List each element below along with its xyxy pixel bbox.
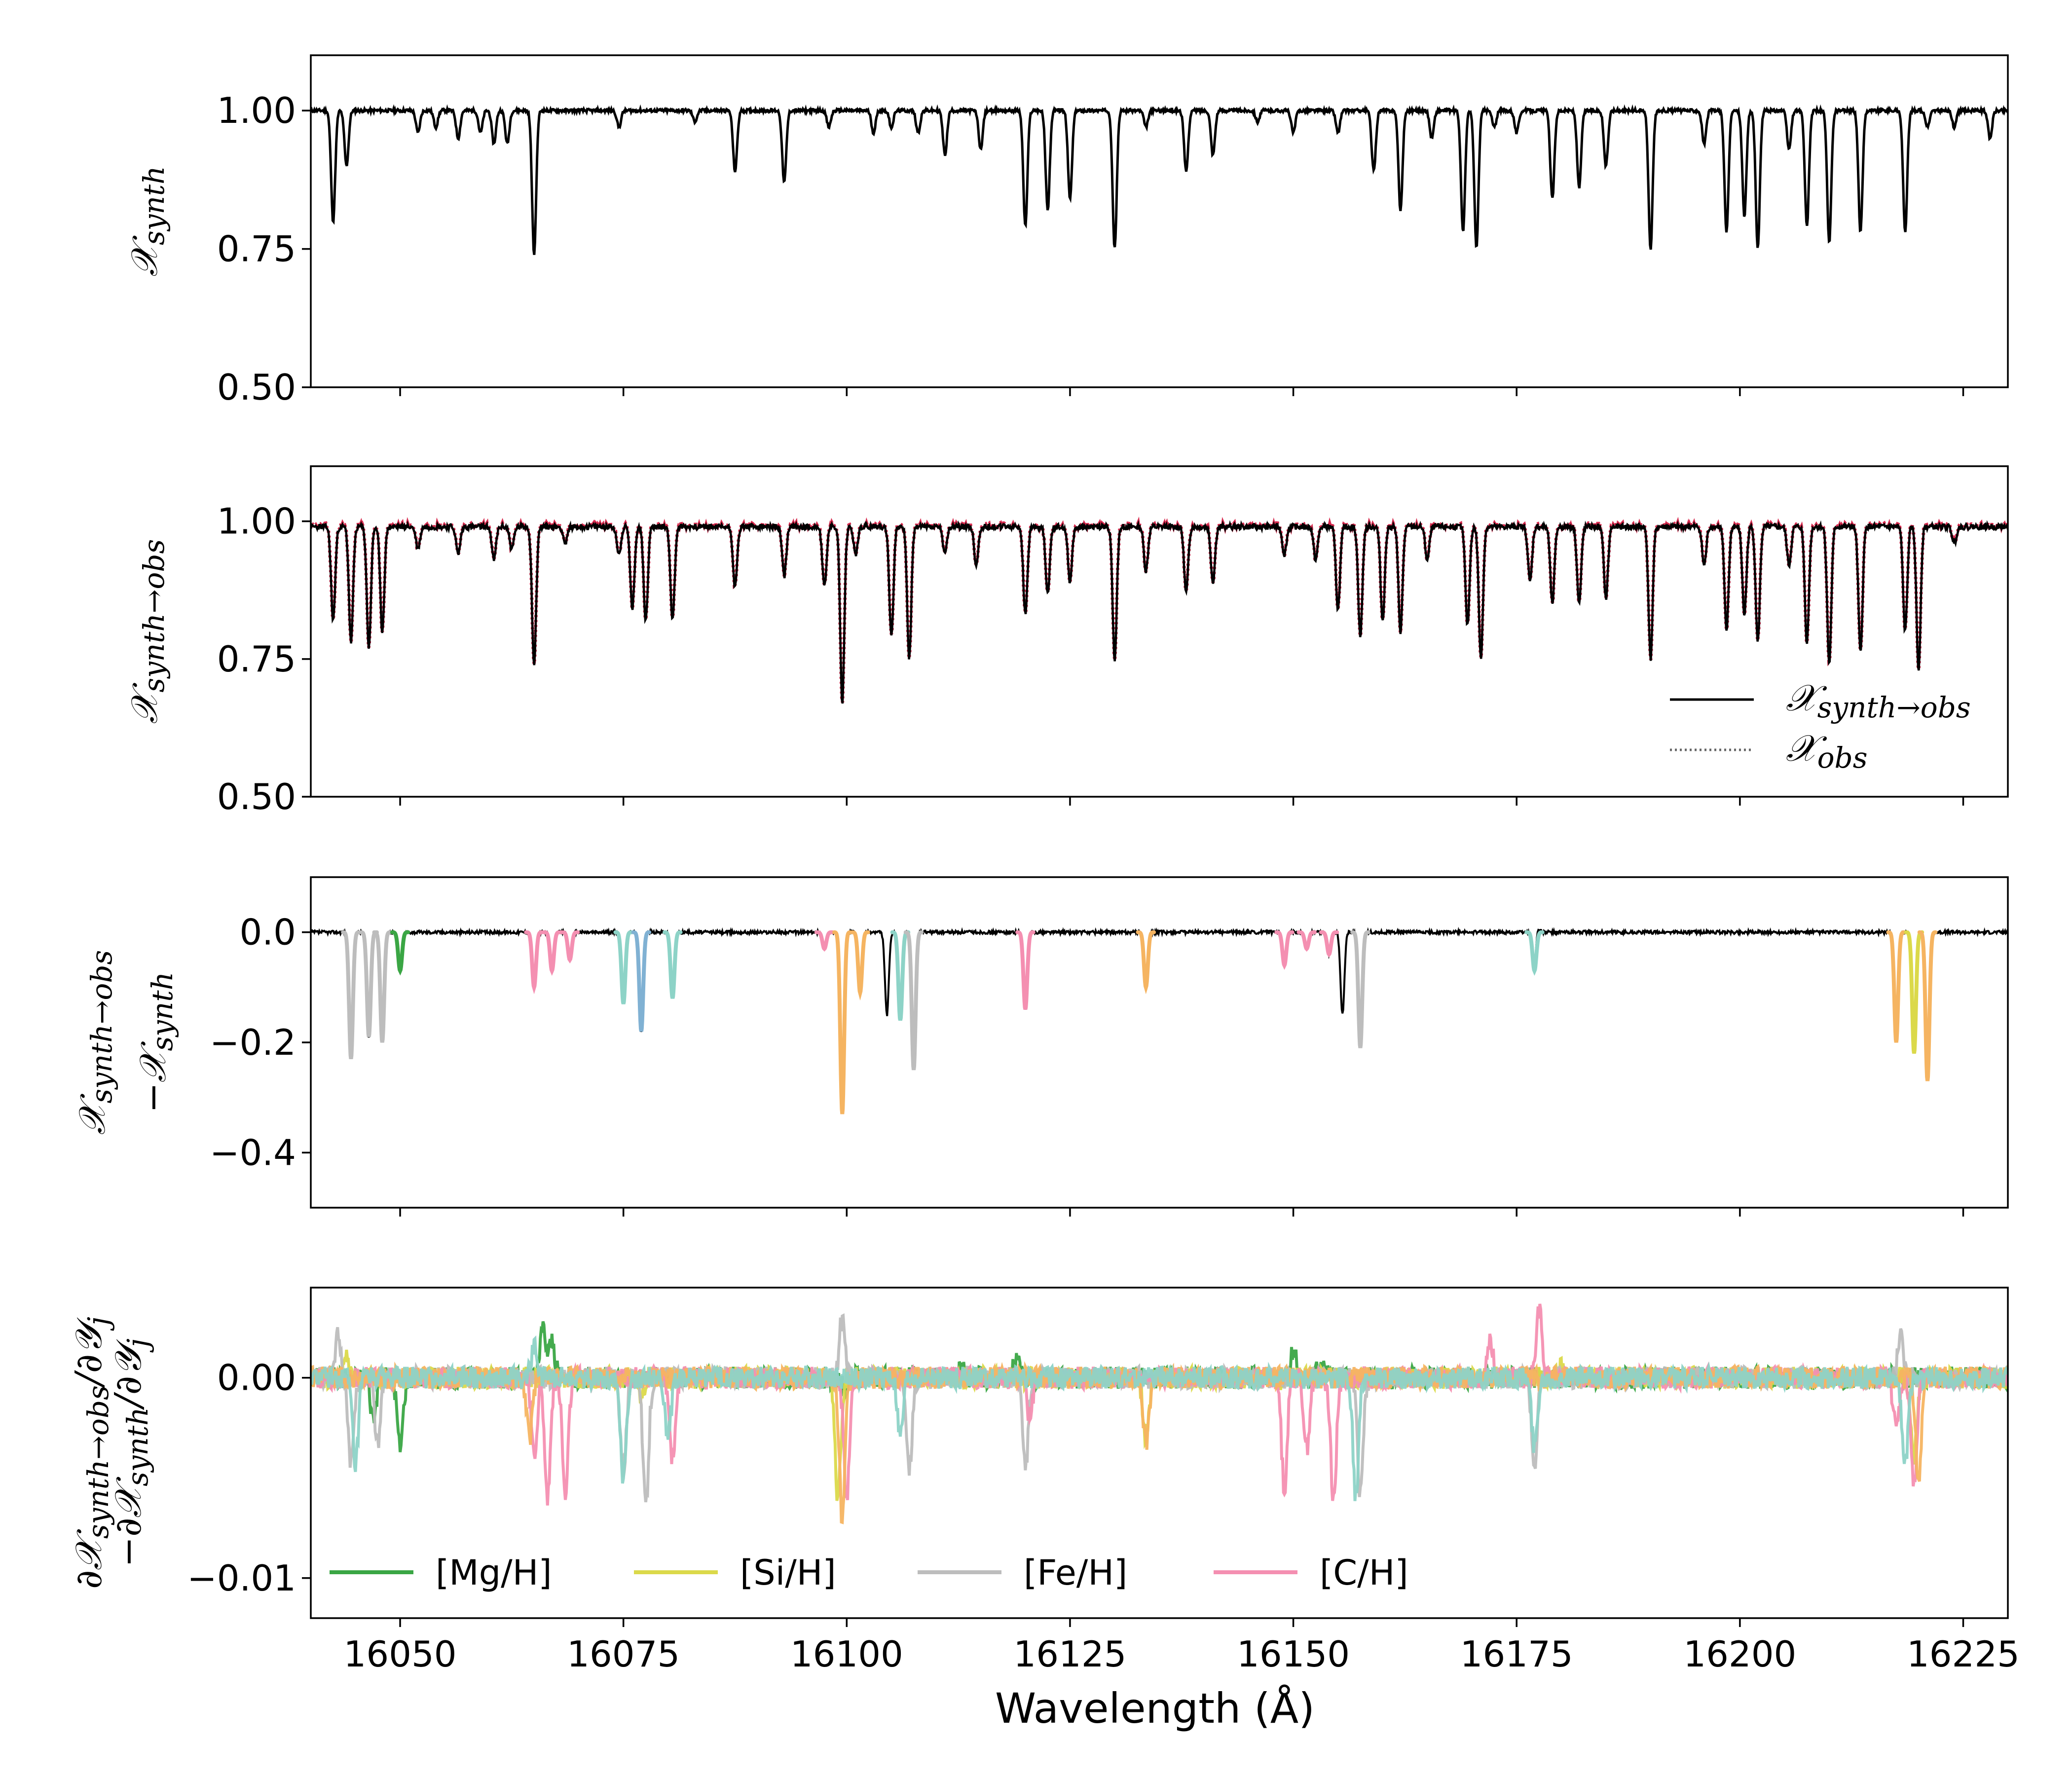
x-tick-label: 16225	[1907, 1633, 2020, 1675]
legend-label: 𝒳synth→obs	[1786, 677, 1971, 724]
y-tick-label: 0.50	[217, 776, 296, 817]
x-tick-label: 16200	[1683, 1633, 1796, 1675]
y-axis-title-line-2: −∂𝒳synth/∂𝒴j	[107, 1338, 154, 1567]
panel-1: 0.50 0.75 1.00 𝒳synth	[123, 54, 2009, 408]
x-tick-label: 16175	[1460, 1633, 1573, 1675]
x-tick-label: 16150	[1237, 1633, 1350, 1675]
panel-4: 16050 16075 16100 16125 16150 16175 16200 16225…	[68, 1287, 2020, 1675]
legend-label: [Mg/H]	[436, 1553, 552, 1593]
y-axis-title-line-2: −𝒳synth	[132, 972, 179, 1113]
y-tick-label: −0.4	[210, 1132, 296, 1173]
difference-feature-24	[1524, 930, 1545, 976]
difference-feature-7	[559, 930, 580, 963]
difference-feature-13	[850, 930, 870, 1001]
synth-to-obs-spectrum-line	[311, 520, 2008, 704]
difference-feature-11	[814, 930, 835, 952]
legend-label: 𝒳obs	[1786, 727, 1867, 775]
difference-feature-25	[1886, 930, 1906, 1043]
difference-feature-6	[542, 930, 562, 976]
gradient-series-4	[311, 1303, 2008, 1506]
y-axis-title: 𝒳synth→obs	[123, 539, 171, 724]
y-axis-title-line-1: 𝒳synth→obs	[71, 950, 118, 1135]
difference-feature-26	[1904, 930, 1924, 1054]
legend-label: [C/H]	[1320, 1553, 1408, 1593]
x-axis-title: Wavelength (Å)	[995, 1684, 1315, 1733]
difference-feature-19	[1274, 930, 1295, 970]
y-tick-label: 1.00	[217, 501, 296, 542]
panel-frame	[310, 465, 2009, 798]
difference-feature-18	[1136, 930, 1156, 995]
plot-area	[311, 104, 2008, 255]
y-tick-label: 0.75	[217, 638, 296, 680]
y-tick-label: 0.00	[217, 1357, 296, 1399]
x-tick-label: 16100	[790, 1633, 903, 1675]
difference-feature-8	[613, 930, 633, 1004]
x-tick-label: 16125	[1013, 1633, 1126, 1675]
x-tick-label: 16075	[567, 1633, 680, 1675]
difference-feature-23	[1350, 930, 1370, 1048]
panel-frame	[310, 1287, 2009, 1619]
difference-feature-15	[890, 930, 911, 1021]
y-tick-label: 0.50	[217, 367, 296, 408]
difference-feature-16	[903, 930, 924, 1071]
synth-spectrum-line	[311, 104, 2008, 255]
y-axis-title-line-1: ∂𝒳synth→obs/∂𝒴j	[68, 1317, 115, 1589]
difference-feature-5	[524, 930, 544, 995]
gradient-series-3	[311, 1313, 2008, 1503]
y-tick-label: −0.01	[187, 1557, 296, 1599]
panel-frame	[310, 54, 2009, 388]
legend-label: [Si/H]	[740, 1553, 836, 1593]
difference-feature-10	[663, 930, 683, 999]
difference-feature-12	[832, 930, 852, 1114]
x-tick-label: 16050	[344, 1633, 457, 1675]
y-tick-label: 0.0	[239, 912, 296, 953]
difference-feature-20	[1296, 930, 1317, 952]
difference-feature-9	[631, 930, 652, 1032]
legend-label: [Fe/H]	[1024, 1553, 1127, 1593]
difference-feature-17	[1015, 930, 1036, 1010]
difference-feature-2	[359, 930, 379, 1037]
difference-feature-3	[372, 930, 393, 1043]
plot-area	[311, 517, 2008, 704]
panel-3: −0.4 −0.2 0.0 𝒳synth→obs −𝒳synth	[71, 876, 2009, 1217]
difference-feature-27	[1917, 930, 1938, 1081]
plot-area	[311, 926, 2008, 1114]
difference-feature-1	[341, 930, 361, 1060]
difference-line	[311, 926, 2008, 1113]
panels: 0.50 0.75 1.00 𝒳synth 0.50 0.75 1.00 𝒳synth→obs…	[68, 54, 2020, 1675]
legend: [Mg/H] [Si/H] [Fe/H] [C/H]	[330, 1553, 1408, 1593]
plot-area	[311, 1303, 2008, 1524]
y-tick-label: 1.00	[217, 90, 296, 131]
y-tick-label: −0.2	[210, 1022, 296, 1063]
y-tick-label: 0.75	[217, 228, 296, 270]
difference-feature-4	[390, 930, 410, 976]
gradient-series-6	[311, 1335, 2008, 1501]
difference-feature-21	[1319, 930, 1339, 958]
panel-frame	[310, 876, 2009, 1209]
y-axis-title: 𝒳synth	[123, 166, 171, 276]
